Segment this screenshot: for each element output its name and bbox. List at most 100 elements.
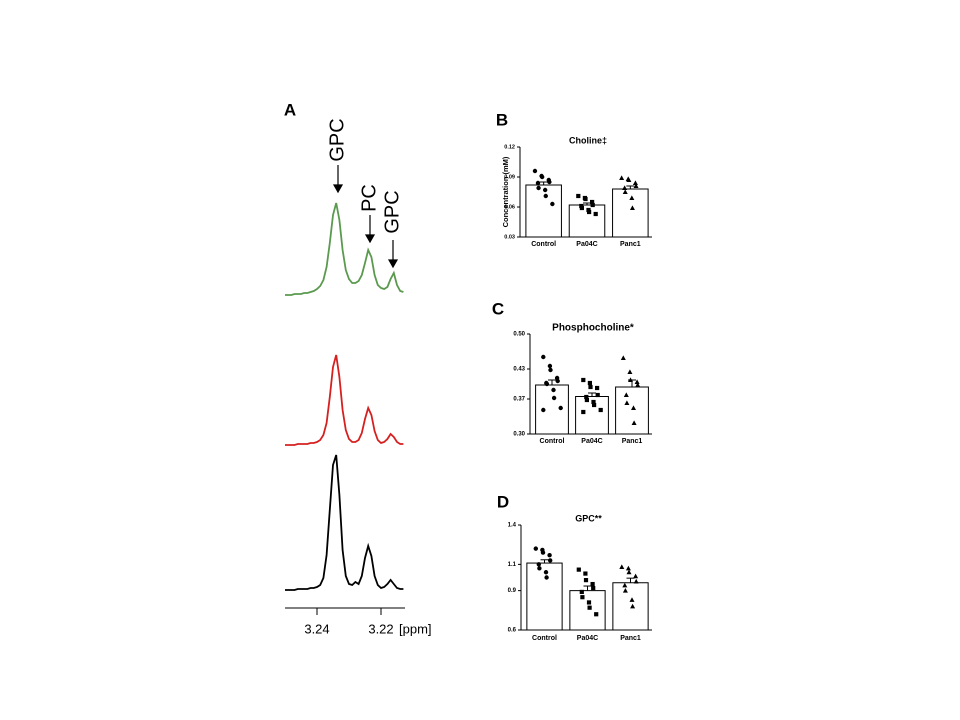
data-point — [593, 211, 598, 217]
data-point — [543, 570, 549, 575]
panel-label: D — [497, 492, 509, 511]
data-point — [539, 174, 545, 180]
x-tick-label: 3.24 — [304, 621, 329, 636]
data-point — [594, 612, 599, 617]
bar — [612, 188, 649, 238]
data-point — [633, 578, 639, 584]
y-tick-label: 0.43 — [513, 367, 525, 373]
data-point — [628, 377, 633, 382]
data-point — [584, 397, 589, 403]
data-point — [581, 377, 586, 383]
y-tick-label: 0.50 — [513, 332, 525, 338]
data-point — [547, 363, 553, 369]
y-tick-label: 0.37 — [513, 397, 525, 403]
data-point — [581, 409, 586, 415]
y-tick-label: 0.09 — [504, 174, 515, 180]
bar — [526, 562, 563, 631]
arrow-head — [364, 234, 376, 244]
data-point — [579, 589, 584, 595]
spectrum — [285, 354, 404, 446]
peak-annotation: GPC — [381, 190, 403, 233]
data-point — [576, 567, 581, 572]
y-tick-label: 0.03 — [504, 234, 515, 240]
data-point — [590, 199, 595, 205]
data-point — [555, 378, 560, 384]
data-point — [558, 405, 563, 411]
x-tick-label: Pa04C — [576, 241, 597, 248]
data-point — [620, 355, 626, 360]
data-point — [580, 595, 585, 600]
y-tick-label: 0.12 — [504, 144, 515, 150]
arrows — [332, 165, 399, 269]
data-point — [633, 183, 639, 188]
data-point — [624, 400, 630, 405]
peak-annotation: GPC — [326, 118, 348, 161]
data-point — [584, 394, 589, 400]
data-point — [633, 573, 639, 579]
data-point — [627, 369, 633, 374]
data-point — [543, 193, 548, 199]
data-point — [622, 582, 628, 588]
data-point — [591, 585, 596, 591]
y-tick-label: 0.6 — [508, 628, 517, 634]
peak-annotation: PC — [358, 184, 380, 212]
data-point — [595, 385, 600, 391]
data-point — [622, 185, 628, 190]
data-point — [583, 571, 588, 576]
data-point — [541, 407, 546, 413]
data-point — [587, 380, 592, 386]
data-point — [587, 605, 592, 610]
chart-title: Choline‡ — [569, 135, 607, 145]
data-point — [544, 381, 550, 387]
bar — [535, 384, 569, 435]
bar — [569, 590, 606, 631]
x-tick-label: Control — [531, 241, 556, 248]
data-point — [625, 565, 631, 571]
data-point — [541, 354, 546, 360]
data-point — [631, 420, 637, 425]
data-point — [630, 603, 636, 609]
data-point — [629, 205, 635, 210]
data-point — [587, 209, 592, 215]
x-tick-label: Pa04C — [577, 635, 598, 642]
data-point — [622, 588, 628, 593]
data-point — [551, 387, 556, 393]
data-point — [535, 180, 541, 186]
data-point — [533, 546, 538, 551]
panel-label: A — [284, 100, 296, 119]
data-point — [550, 201, 555, 207]
data-point — [592, 402, 597, 408]
y-tick-label: 1.4 — [508, 523, 517, 529]
x-tick-label: 3.22 — [368, 621, 393, 636]
data-point — [536, 562, 541, 567]
data-point — [595, 392, 600, 398]
data-point — [591, 399, 596, 405]
data-point — [551, 395, 557, 401]
data-point — [548, 558, 553, 563]
panel-label: B — [496, 110, 508, 129]
data-point — [542, 187, 548, 193]
x-tick-label: Panc1 — [620, 241, 641, 248]
data-point — [548, 367, 553, 373]
data-point — [532, 168, 538, 174]
y-tick-label: 0.30 — [513, 432, 525, 438]
data-point — [544, 575, 549, 580]
x-tick-label: Control — [540, 438, 565, 445]
x-tick-label: Panc1 — [620, 635, 641, 642]
y-axis-label: Concentration (mM) — [501, 156, 510, 227]
data-point — [547, 179, 552, 185]
x-axis-label: [ppm] — [399, 621, 432, 636]
data-point — [586, 600, 592, 605]
data-point — [576, 193, 581, 199]
data-point — [540, 550, 546, 555]
bar — [525, 184, 562, 238]
data-point — [590, 581, 595, 587]
data-point — [598, 407, 603, 413]
data-point — [590, 202, 595, 208]
chart-title: GPC** — [575, 513, 602, 523]
arrow-head — [332, 184, 344, 194]
data-point — [629, 195, 635, 200]
chart-title: Phosphocholine* — [552, 323, 634, 334]
data-point — [583, 578, 589, 583]
